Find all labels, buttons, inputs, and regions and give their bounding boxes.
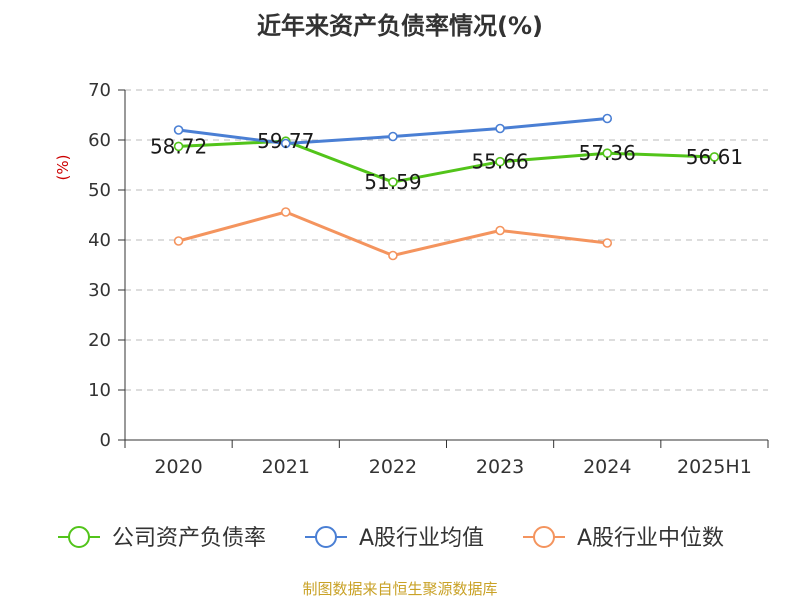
y-tick-label-10: 10: [88, 380, 111, 401]
legend-label-1: A股行业均值: [359, 526, 484, 551]
legend-marker-1: [315, 526, 337, 548]
series-1-point-2023: [495, 123, 505, 134]
y-axis-unit-label: (%): [54, 155, 72, 181]
series-line-2: [178, 210, 608, 257]
y-tick-label-70: 70: [88, 80, 111, 101]
y-tick-label-0: 0: [100, 430, 111, 451]
series-2-point-2023: [495, 225, 505, 236]
data-label-2025H1: 56.61: [686, 145, 743, 169]
series-1-point-2020: [173, 125, 184, 135]
series-2-point-2020: [173, 236, 184, 246]
y-tick-label-40: 40: [88, 230, 111, 251]
x-tick-label-2022: 2022: [369, 456, 417, 478]
x-tick-label-2023: 2023: [476, 456, 524, 478]
x-tick-label-2020: 2020: [154, 456, 202, 478]
source-footer: 制图数据来自恒生聚源数据库: [302, 580, 498, 598]
series-2-point-2024: [602, 238, 613, 248]
series-1-point-2021: [280, 138, 291, 149]
data-label-2023: 55.66: [471, 150, 528, 174]
legend-marker-0: [68, 526, 90, 548]
legend-marker-2: [533, 526, 555, 548]
data-label-2022: 51.59: [364, 170, 421, 194]
chart-title: 近年来资产负债率情况(%): [257, 12, 543, 40]
series-0-point-2024: [602, 148, 613, 158]
series-2-point-2022: [388, 250, 398, 261]
series-1-point-2022: [388, 131, 398, 142]
data-label-2020: 58.72: [150, 134, 207, 158]
y-tick-label-30: 30: [88, 280, 111, 301]
y-tick-label-60: 60: [88, 130, 111, 151]
x-tick-label-2025H1: 2025H1: [677, 456, 752, 478]
data-label-2024: 57.36: [579, 141, 636, 165]
y-tick-label-20: 20: [88, 330, 111, 351]
series-1-point-2024: [602, 113, 613, 124]
series-0-point-2022: [388, 177, 398, 187]
series-2-point-2021: [280, 207, 291, 217]
x-tick-label-2021: 2021: [262, 456, 310, 478]
series-0-point-2020: [173, 141, 184, 152]
legend-label-2: A股行业中位数: [577, 526, 724, 551]
legend-label-0: 公司资产负债率: [112, 526, 266, 551]
data-label-2021: 59.77: [257, 129, 314, 153]
x-tick-label-2024: 2024: [583, 456, 631, 478]
series-0-point-2025H1: [709, 152, 720, 162]
series-0-point-2023: [495, 156, 505, 167]
y-tick-label-50: 50: [88, 180, 111, 201]
